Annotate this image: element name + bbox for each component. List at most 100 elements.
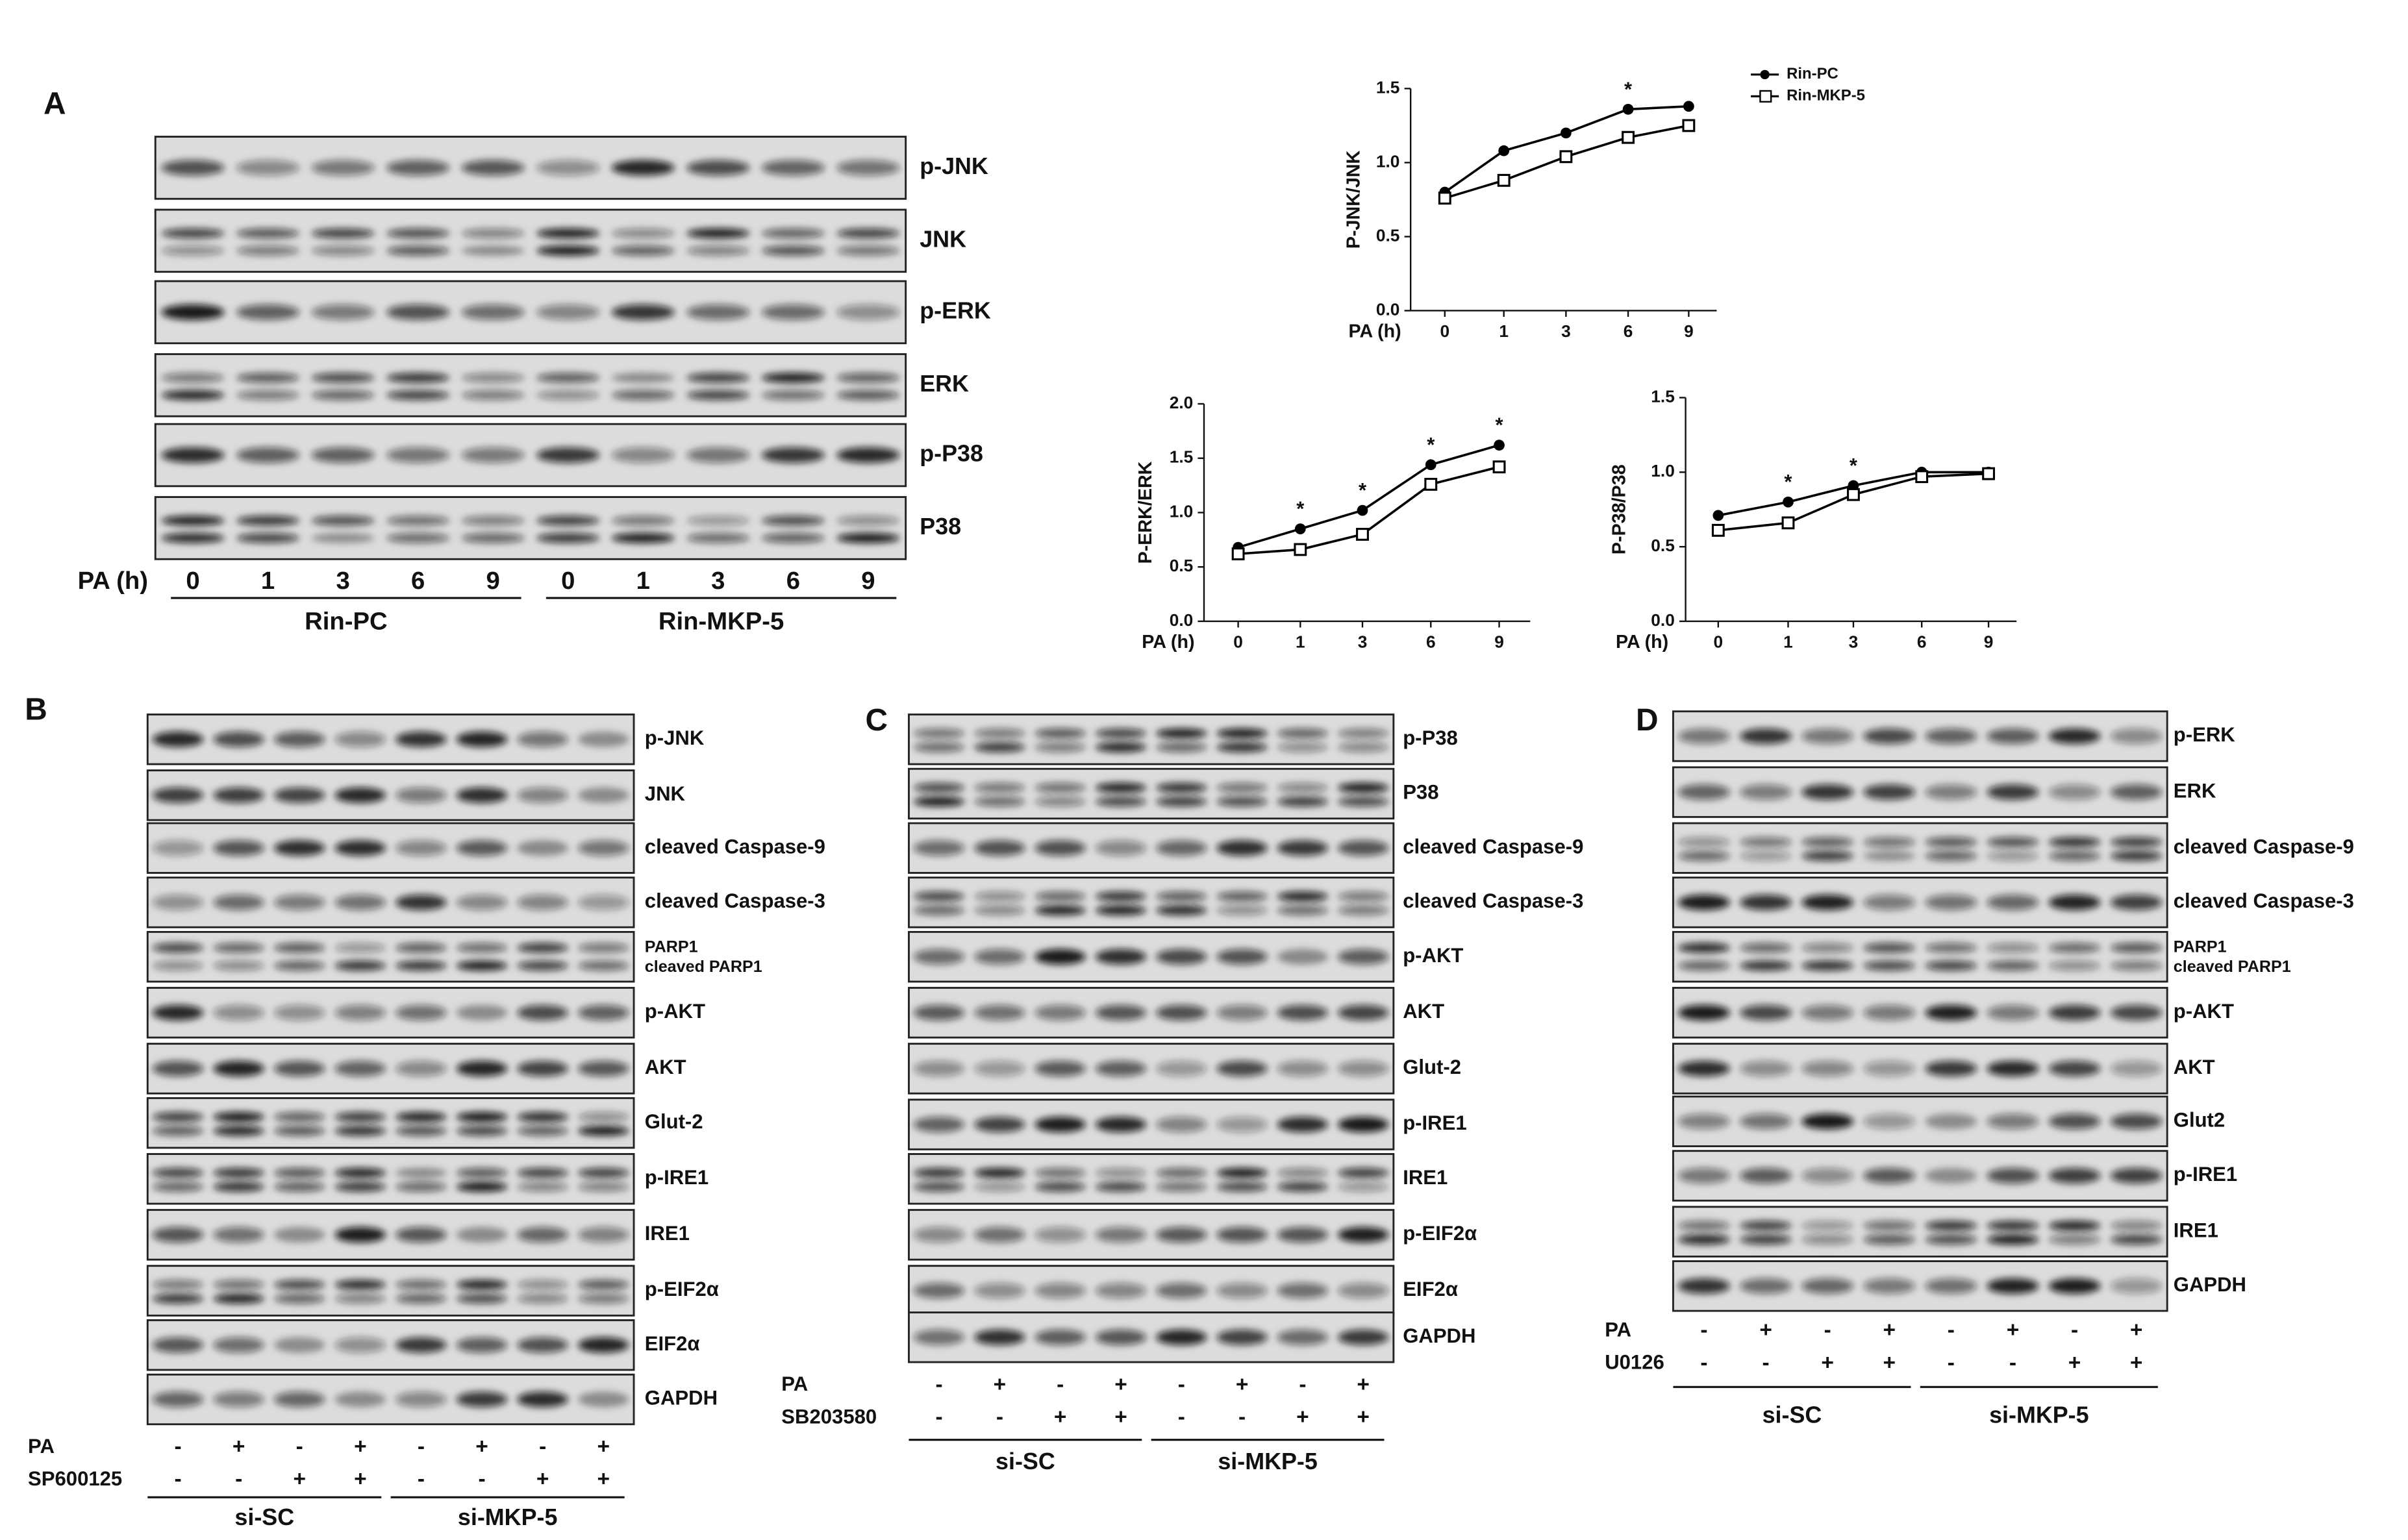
treatment-sign: +	[2068, 1350, 2081, 1374]
band	[386, 373, 450, 383]
band	[1156, 1117, 1207, 1132]
band	[1801, 1060, 1854, 1076]
row-label: GAPDH	[645, 1387, 718, 1410]
band	[1987, 1221, 2039, 1231]
band	[1095, 891, 1147, 902]
legend-label: Rin-MKP-5	[1787, 87, 1865, 105]
band	[213, 1112, 264, 1123]
band	[1925, 784, 1977, 801]
band	[161, 245, 225, 256]
band	[913, 891, 965, 902]
band	[1216, 1283, 1268, 1298]
blot-bands	[152, 1391, 629, 1408]
band	[836, 515, 900, 526]
band	[1863, 1004, 1916, 1021]
band	[461, 304, 525, 320]
band	[1277, 1283, 1329, 1298]
band	[577, 840, 629, 856]
x-tick-label: 1	[1783, 632, 1793, 651]
band	[1216, 742, 1268, 752]
lane-axis-label: PA (h)	[78, 567, 148, 595]
row-label: p-P38	[920, 440, 983, 466]
row-label: PARP1	[645, 938, 698, 956]
band	[386, 390, 450, 401]
row-label: IRE1	[1403, 1166, 1448, 1189]
blot-frame	[146, 1097, 635, 1149]
band	[974, 1117, 1025, 1132]
band	[517, 787, 568, 803]
band	[334, 1060, 386, 1076]
marker	[1425, 459, 1436, 471]
band	[2048, 1234, 2101, 1245]
band	[334, 1391, 386, 1408]
band	[395, 1280, 447, 1290]
band	[1801, 960, 1854, 971]
band	[577, 1293, 629, 1304]
band	[1925, 894, 1977, 910]
band	[913, 782, 965, 793]
band	[536, 160, 600, 176]
band	[577, 787, 629, 803]
band	[1740, 851, 1792, 862]
band	[1035, 782, 1086, 793]
marker	[1356, 528, 1369, 541]
blot-bands	[161, 304, 900, 320]
band	[213, 1280, 264, 1290]
band	[2110, 1278, 2163, 1294]
band	[236, 160, 300, 176]
band	[161, 515, 225, 526]
band	[1156, 1182, 1207, 1192]
band	[213, 894, 264, 910]
band	[213, 1226, 264, 1243]
band	[761, 245, 825, 256]
band	[836, 228, 900, 239]
band	[1801, 837, 1854, 847]
band	[1925, 1060, 1977, 1076]
band	[1277, 1167, 1329, 1178]
row-label: PARP1	[2174, 938, 2227, 956]
band	[395, 960, 447, 971]
band	[152, 1293, 204, 1304]
treatment-sign: +	[994, 1372, 1007, 1397]
band	[1156, 797, 1207, 807]
band	[1338, 728, 1389, 739]
row-label: p-JNK	[645, 727, 705, 749]
blot-bands	[913, 728, 1389, 752]
band	[213, 1167, 264, 1178]
band	[1678, 1234, 1730, 1245]
band	[1035, 1182, 1086, 1192]
treatment-sign: +	[536, 1467, 549, 1491]
band	[1925, 960, 1977, 971]
band	[1095, 1283, 1147, 1298]
band	[1277, 1117, 1329, 1132]
row-label: cleaved PARP1	[645, 958, 762, 976]
band	[1216, 728, 1268, 739]
band	[273, 1182, 325, 1192]
band	[395, 840, 447, 856]
significance-star: *	[1359, 479, 1367, 502]
band	[1216, 797, 1268, 807]
band	[1740, 1004, 1792, 1021]
band	[1095, 1167, 1147, 1178]
lane-label: 3	[711, 567, 725, 595]
band	[974, 1226, 1025, 1243]
marker	[1711, 523, 1725, 537]
band	[836, 160, 900, 176]
band	[395, 1060, 447, 1076]
blot-bands	[913, 1167, 1389, 1192]
band	[2048, 784, 2101, 801]
blot-frame	[1672, 930, 2168, 983]
band	[836, 447, 900, 463]
band	[761, 390, 825, 401]
treatment-sign: +	[1236, 1372, 1249, 1397]
band	[1216, 1060, 1268, 1076]
band	[273, 1167, 325, 1178]
band	[152, 960, 204, 971]
blot-bands	[1678, 837, 2163, 862]
band	[1740, 1113, 1792, 1130]
treatment-sign: -	[1238, 1405, 1246, 1429]
band	[213, 943, 264, 953]
x-tick-label: 0	[1714, 632, 1724, 651]
band	[456, 894, 508, 910]
band	[577, 1126, 629, 1136]
